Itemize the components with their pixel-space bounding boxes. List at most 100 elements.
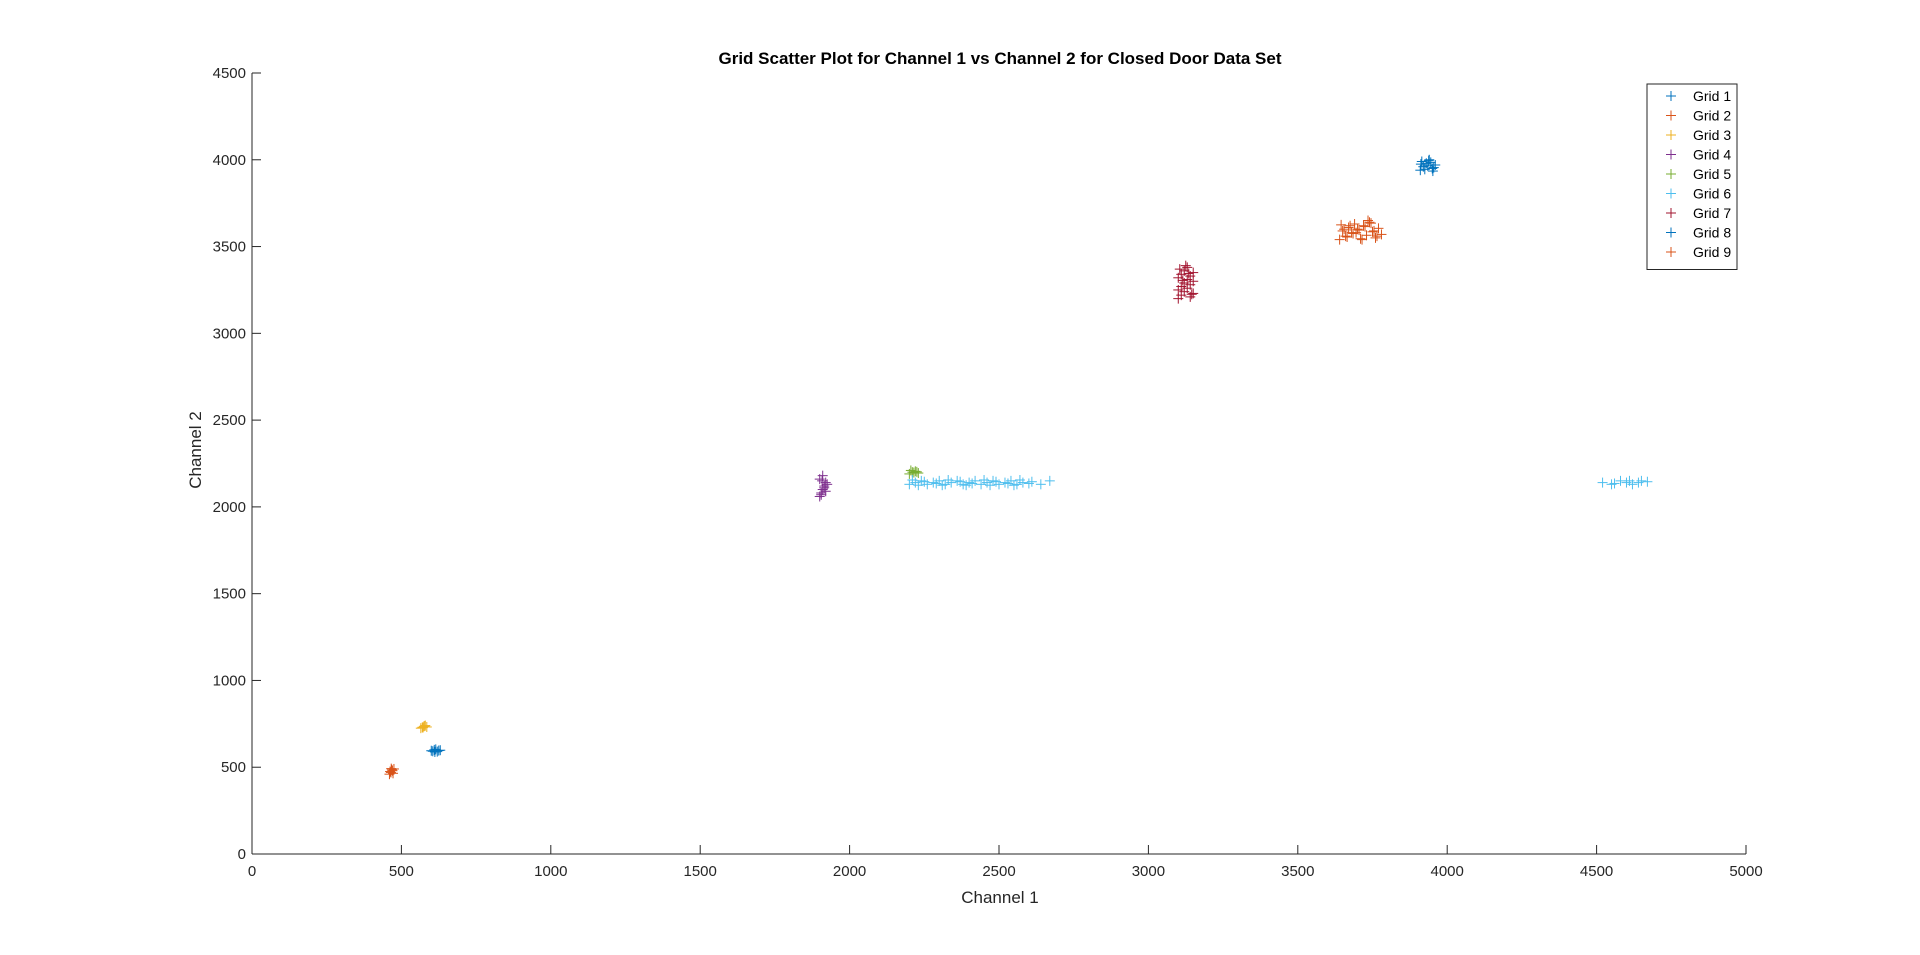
- series-9: [1334, 215, 1387, 245]
- series-5: [904, 465, 924, 479]
- data-point: [913, 480, 924, 491]
- legend-label: Grid 3: [1693, 127, 1731, 143]
- data-point: [1642, 476, 1653, 487]
- y-tick-label: 2500: [213, 412, 246, 429]
- data-point: [1337, 225, 1348, 236]
- data-point: [982, 477, 993, 488]
- series-4: [814, 470, 833, 502]
- data-point: [1615, 475, 1626, 486]
- data-point: [1342, 232, 1353, 243]
- data-point: [1636, 475, 1647, 486]
- y-axis-label: Channel 2: [186, 411, 205, 489]
- data-point: [1177, 275, 1188, 286]
- data-point: [1624, 475, 1635, 486]
- data-point: [1425, 157, 1436, 168]
- legend-label: Grid 7: [1693, 205, 1731, 221]
- data-point: [1182, 262, 1193, 273]
- data-point: [1424, 154, 1435, 165]
- data-point: [1349, 218, 1360, 229]
- data-point: [430, 744, 441, 755]
- axes: 0 500 1000 1500 2000 2500 3000 3500 4000 4500 5000…: [213, 65, 1763, 880]
- data-point: [1597, 477, 1608, 488]
- data-point: [904, 479, 915, 490]
- data-point: [985, 480, 996, 491]
- series-7: [1173, 260, 1199, 304]
- data-point: [937, 480, 948, 491]
- legend-marker: [1666, 149, 1676, 160]
- data-point: [1355, 233, 1366, 244]
- legend-item: Grid 2: [1666, 108, 1731, 124]
- data-point: [1621, 477, 1632, 488]
- y-tick-label: 500: [221, 759, 246, 776]
- data-point: [388, 768, 399, 779]
- plot-area: [384, 154, 1653, 780]
- data-point: [1188, 276, 1199, 287]
- data-point: [1035, 479, 1046, 490]
- x-tick-label: 3500: [1281, 863, 1314, 880]
- series-1: [426, 744, 446, 757]
- data-point: [1415, 159, 1426, 170]
- data-point: [911, 466, 922, 477]
- data-point: [1357, 234, 1368, 245]
- data-point: [1364, 217, 1375, 228]
- data-point: [1186, 289, 1197, 300]
- data-point: [429, 746, 440, 757]
- series-6: [904, 474, 1653, 491]
- data-point: [1371, 231, 1382, 242]
- data-point: [1183, 268, 1194, 279]
- x-tick-label: 2000: [833, 863, 866, 880]
- x-tick-label: 1000: [534, 863, 567, 880]
- data-point: [1044, 475, 1055, 486]
- data-point: [387, 765, 398, 776]
- legend-label: Grid 6: [1693, 186, 1731, 202]
- legend-item: Grid 9: [1666, 244, 1731, 260]
- legend-label: Grid 4: [1693, 147, 1731, 163]
- legend-item: Grid 4: [1666, 147, 1731, 163]
- legend-label: Grid 5: [1693, 166, 1731, 182]
- legend-marker: [1666, 188, 1676, 199]
- data-point: [822, 479, 833, 490]
- legend-marker: [1666, 247, 1676, 257]
- y-tick-label: 3500: [213, 239, 246, 256]
- y-tick-label: 1500: [213, 586, 246, 603]
- data-point: [1361, 230, 1372, 241]
- x-tick-label: 0: [248, 863, 256, 880]
- x-tick-label: 3000: [1132, 863, 1165, 880]
- data-point: [1334, 234, 1345, 245]
- data-point: [1026, 476, 1037, 487]
- y-tick-label: 2000: [213, 499, 246, 516]
- data-point: [1345, 220, 1356, 231]
- data-point: [1339, 224, 1350, 235]
- data-point: [1633, 477, 1644, 488]
- legend-item: Grid 3: [1666, 127, 1731, 143]
- legend-marker: [1666, 169, 1676, 179]
- legend: Grid 1 Grid 2 Grid 3 Grid 4 Grid 5 Grid 6 Grid…: [1646, 83, 1738, 270]
- data-point: [817, 475, 828, 486]
- data-point: [433, 745, 444, 756]
- data-point: [427, 746, 438, 757]
- x-tick-label: 4000: [1431, 863, 1464, 880]
- y-tick-label: 3000: [213, 325, 246, 342]
- x-tick-label: 2500: [982, 863, 1015, 880]
- data-point: [1023, 478, 1034, 489]
- y-tick-label: 1000: [213, 672, 246, 689]
- data-point: [1188, 267, 1199, 278]
- legend-marker: [1666, 208, 1676, 218]
- data-point: [1606, 479, 1617, 490]
- x-tick-label: 500: [389, 863, 414, 880]
- data-point: [928, 477, 939, 488]
- data-point: [1343, 222, 1354, 233]
- legend-label: Grid 1: [1693, 88, 1731, 104]
- data-point: [1363, 215, 1374, 226]
- data-point: [817, 470, 828, 481]
- data-point: [1373, 223, 1384, 234]
- data-point: [908, 467, 919, 478]
- data-point: [1370, 232, 1381, 243]
- data-point: [419, 720, 430, 731]
- data-point: [961, 480, 972, 491]
- data-point: [1174, 264, 1185, 275]
- data-point: [1008, 480, 1019, 491]
- data-point: [955, 476, 966, 487]
- data-point: [910, 477, 921, 488]
